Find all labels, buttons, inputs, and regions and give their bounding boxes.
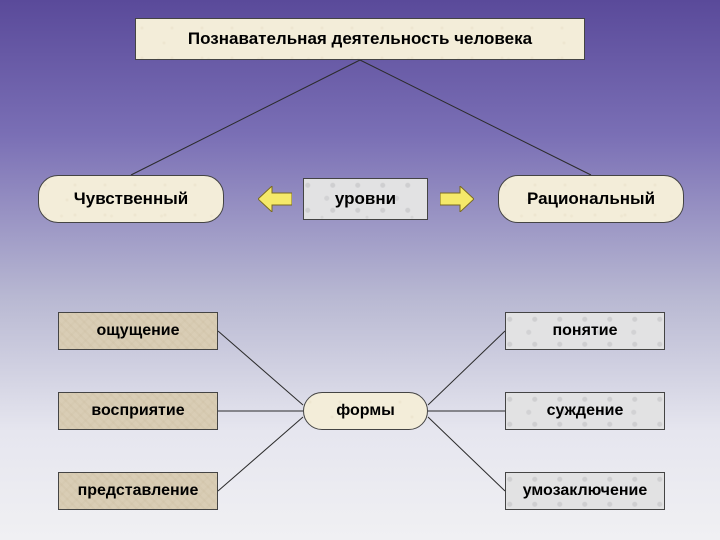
node-concept: понятие <box>505 312 665 350</box>
node-sensory: Чувственный <box>38 175 224 223</box>
node-title: Познавательная деятельность человека <box>135 18 585 60</box>
node-levels: уровни <box>303 178 428 220</box>
node-judgment: суждение <box>505 392 665 430</box>
node-represent-label: представление <box>78 482 199 500</box>
node-rational-label: Рациональный <box>527 189 655 209</box>
node-forms-label: формы <box>336 402 395 420</box>
arrow-left-icon <box>258 186 292 212</box>
arrow-right-icon <box>440 186 474 212</box>
node-levels-label: уровни <box>335 189 396 209</box>
node-rational: Рациональный <box>498 175 684 223</box>
node-inference-label: умозаключение <box>523 482 648 500</box>
node-inference: умозаключение <box>505 472 665 510</box>
node-perception-label: восприятие <box>91 402 184 420</box>
node-sensory-label: Чувственный <box>74 189 188 209</box>
node-perception: восприятие <box>58 392 218 430</box>
node-concept-label: понятие <box>552 322 617 340</box>
node-judgment-label: суждение <box>547 402 624 420</box>
node-sensation: ощущение <box>58 312 218 350</box>
node-title-label: Познавательная деятельность человека <box>188 29 532 49</box>
diagram-background <box>0 0 720 540</box>
node-forms: формы <box>303 392 428 430</box>
node-sensation-label: ощущение <box>97 322 180 340</box>
node-represent: представление <box>58 472 218 510</box>
